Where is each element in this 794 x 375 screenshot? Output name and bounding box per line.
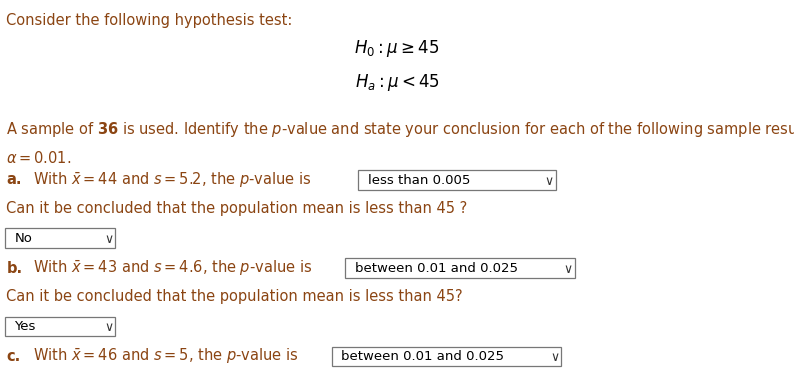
Text: With $\bar{x} = 46$ and $s = 5$, the $p$-value is: With $\bar{x} = 46$ and $s = 5$, the $p$…: [33, 347, 299, 366]
FancyBboxPatch shape: [5, 228, 115, 248]
Text: Yes: Yes: [14, 320, 36, 333]
Text: $H_a: \mu < 45$: $H_a: \mu < 45$: [355, 72, 439, 93]
Text: A sample of $\mathbf{36}$ is used. Identify the $p$-value and state your conclus: A sample of $\mathbf{36}$ is used. Ident…: [6, 120, 794, 139]
Text: ∨: ∨: [104, 233, 113, 246]
Text: No: No: [14, 232, 33, 244]
FancyBboxPatch shape: [332, 346, 561, 366]
Text: ∨: ∨: [545, 175, 553, 188]
FancyBboxPatch shape: [358, 170, 556, 190]
Text: Can it be concluded that the population mean is less than 45 ?: Can it be concluded that the population …: [6, 201, 468, 216]
FancyBboxPatch shape: [345, 258, 575, 278]
Text: b.: b.: [6, 261, 22, 276]
Text: ∨: ∨: [550, 351, 559, 364]
Text: c.: c.: [6, 349, 21, 364]
Text: With $\bar{x} = 44$ and $s = 5.2$, the $p$-value is: With $\bar{x} = 44$ and $s = 5.2$, the $…: [33, 171, 312, 189]
Text: between 0.01 and 0.025: between 0.01 and 0.025: [355, 262, 518, 274]
FancyBboxPatch shape: [5, 316, 115, 336]
Text: ∨: ∨: [564, 263, 572, 276]
Text: less than 0.005: less than 0.005: [368, 174, 470, 186]
Text: Consider the following hypothesis test:: Consider the following hypothesis test:: [6, 13, 293, 28]
Text: a.: a.: [6, 172, 22, 188]
Text: With $\bar{x} = 43$ and $s = 4.6$, the $p$-value is: With $\bar{x} = 43$ and $s = 4.6$, the $…: [33, 259, 313, 278]
Text: $H_0: \mu \geq 45$: $H_0: \mu \geq 45$: [354, 38, 440, 59]
Text: between 0.01 and 0.025: between 0.01 and 0.025: [341, 350, 504, 363]
Text: Can it be concluded that the population mean is less than 45?: Can it be concluded that the population …: [6, 289, 463, 304]
Text: $\alpha = 0.01$.: $\alpha = 0.01$.: [6, 150, 71, 166]
Text: ∨: ∨: [104, 321, 113, 334]
